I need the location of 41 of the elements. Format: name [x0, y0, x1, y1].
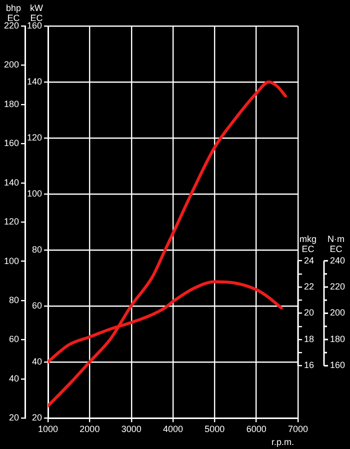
- y3-tick-label: 80: [9, 295, 20, 306]
- text: 160: [330, 360, 346, 370]
- text: 180: [330, 334, 346, 344]
- y-tick-label: 140: [27, 76, 42, 87]
- y3-tick-label: 220: [4, 20, 20, 30]
- y3-tick-label: 200: [4, 60, 20, 70]
- y2-tick-label: 18: [304, 334, 314, 344]
- y-tick-label: 20: [32, 412, 42, 423]
- x-tick-label: 6000: [246, 424, 266, 434]
- y2-tick-label: 22: [304, 282, 314, 292]
- text: N·m EC: [328, 234, 344, 254]
- text: 240: [330, 255, 346, 266]
- y-tick-label: 120: [27, 132, 42, 143]
- y2-tick-label: 16: [304, 360, 314, 370]
- y-tick-label: 100: [27, 188, 42, 199]
- y3-tick-label: 180: [4, 98, 20, 109]
- y3-tick-label: 100: [4, 256, 20, 266]
- y3-tick-label: 60: [9, 334, 20, 344]
- y3-tick-label: 120: [4, 216, 20, 227]
- text: 200: [330, 308, 346, 318]
- y3-tick-label: 20: [9, 412, 20, 423]
- y3-tick-label: 140: [4, 177, 20, 188]
- x-axis-title: r.p.m.: [271, 436, 294, 447]
- x-tick-label: 7000: [288, 424, 308, 434]
- x-tick-label: 4000: [162, 424, 184, 434]
- x-tick-label: 1000: [38, 424, 58, 434]
- x-tick-label: 2000: [80, 424, 100, 434]
- y3-axis-title: bhp EC: [6, 2, 22, 23]
- y-tick-label: 80: [32, 244, 42, 255]
- text: 220: [330, 282, 346, 292]
- x-tick-label: 3000: [121, 424, 142, 434]
- y2-tick-label: 24: [304, 255, 314, 266]
- y2-tick-label: 20: [304, 308, 314, 318]
- y-axis-title: kW EC: [30, 2, 44, 23]
- y3-tick-label: 160: [4, 138, 20, 148]
- y3-tick-label: 40: [9, 373, 20, 384]
- y-tick-label: 40: [32, 356, 42, 367]
- y2-axis-title: mkg EC: [299, 234, 316, 254]
- y-tick-label: 60: [32, 300, 42, 311]
- y-tick-label: 160: [27, 20, 42, 30]
- x-tick-label: 5000: [204, 424, 225, 434]
